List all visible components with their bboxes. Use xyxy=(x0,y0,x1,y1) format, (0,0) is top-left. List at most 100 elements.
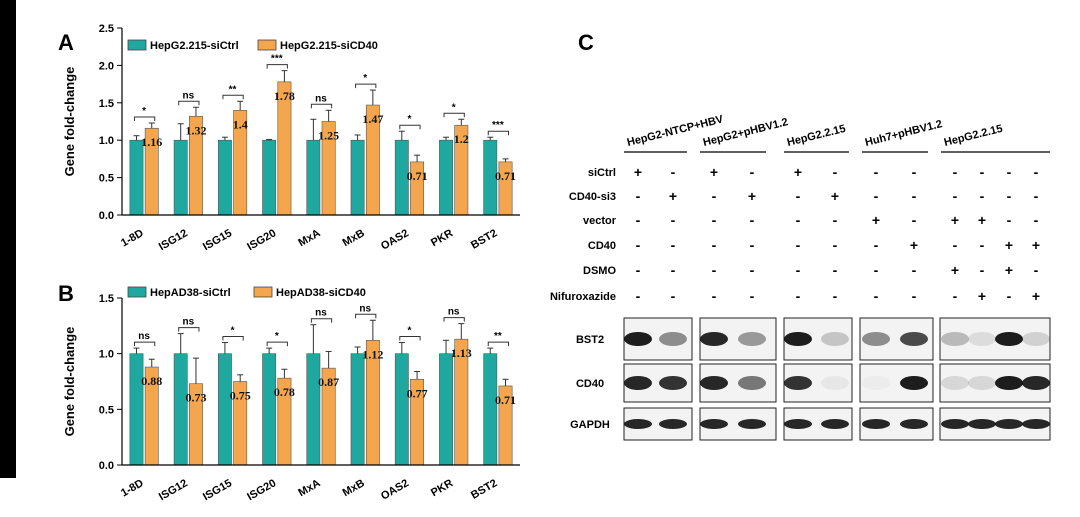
condition-sign: - xyxy=(750,262,755,278)
x-tick-label: 1-8D xyxy=(119,477,146,499)
condition-sign: - xyxy=(636,288,641,304)
bar-ctrl xyxy=(217,353,232,466)
data-label: 0.71 xyxy=(407,169,428,183)
condition-sign: - xyxy=(636,237,641,253)
condition-sign: - xyxy=(796,237,801,253)
condition-sign: - xyxy=(671,288,676,304)
condition-sign: - xyxy=(833,212,838,228)
bar-ctrl xyxy=(262,353,277,466)
bar-ctrl xyxy=(439,353,453,466)
condition-sign: - xyxy=(1034,262,1039,278)
blot-band xyxy=(659,332,687,346)
panel-label-c: C xyxy=(578,30,594,55)
significance-mark: ** xyxy=(494,331,502,342)
blot-band xyxy=(821,376,849,390)
significance-bracket xyxy=(222,336,244,341)
data-label: 1.25 xyxy=(318,129,339,143)
condition-sign: - xyxy=(912,188,917,204)
blot-band xyxy=(862,376,890,390)
y-axis-label: Gene fold-change xyxy=(62,67,77,177)
condition-sign: - xyxy=(671,237,676,253)
condition-sign: - xyxy=(712,188,717,204)
condition-sign: - xyxy=(636,262,641,278)
blot-band xyxy=(821,419,849,429)
blot-band xyxy=(995,376,1023,390)
x-tick-label: BST2 xyxy=(469,227,499,251)
significance-bracket xyxy=(355,83,377,89)
condition-label: CD40-si3 xyxy=(569,191,616,203)
y-axis-label: Gene fold-change xyxy=(62,327,77,437)
x-tick-label: PKR xyxy=(429,477,455,499)
condition-sign: - xyxy=(980,164,985,180)
legend-label-ctrl: HepAD38-siCtrl xyxy=(150,287,231,299)
x-tick-label: ISG12 xyxy=(157,227,190,253)
data-label: 1.32 xyxy=(185,123,206,137)
condition-sign: - xyxy=(833,288,838,304)
condition-sign: + xyxy=(978,212,986,228)
data-label: 0.77 xyxy=(407,386,428,400)
data-label: 1.47 xyxy=(362,112,383,126)
bar-ctrl xyxy=(483,353,498,466)
significance-mark: * xyxy=(452,102,456,113)
condition-sign: - xyxy=(636,188,641,204)
data-label: 1.13 xyxy=(451,346,472,360)
condition-sign: - xyxy=(912,212,917,228)
condition-sign: - xyxy=(912,262,917,278)
condition-sign: - xyxy=(874,262,879,278)
condition-sign: - xyxy=(953,188,958,204)
condition-sign: - xyxy=(712,212,717,228)
legend-swatch-treat xyxy=(257,39,277,51)
significance-bracket xyxy=(266,64,288,69)
chart-b: Gene fold-change 0.0 0.5 1.0 1.5 0.88 ns 1-8D 0.… xyxy=(62,293,520,503)
condition-sign: - xyxy=(796,262,801,278)
significance-bracket xyxy=(355,313,377,319)
y-tick-label: 0.5 xyxy=(99,404,114,416)
condition-label: siCtrl xyxy=(588,167,616,179)
condition-sign: - xyxy=(1007,164,1012,180)
condition-sign: - xyxy=(712,237,717,253)
data-label: 0.73 xyxy=(185,391,206,405)
significance-bracket xyxy=(487,130,510,136)
significance-mark: ns xyxy=(182,90,194,101)
blot-label: CD40 xyxy=(576,378,604,390)
blot-band xyxy=(1022,419,1050,429)
blot-band xyxy=(784,376,812,390)
condition-sign: - xyxy=(1007,212,1012,228)
blot-band xyxy=(968,419,996,429)
condition-label: DSMO xyxy=(583,265,616,277)
panel-label-b: B xyxy=(58,281,74,306)
blot-band xyxy=(659,376,687,390)
condition-sign: - xyxy=(953,237,958,253)
significance-bracket xyxy=(310,103,333,109)
x-tick-label: ISG12 xyxy=(157,477,190,503)
condition-sign: - xyxy=(980,188,985,204)
blot-band xyxy=(700,376,728,390)
blot-band xyxy=(941,376,969,390)
significance-mark: * xyxy=(363,73,367,84)
condition-sign: - xyxy=(833,237,838,253)
data-label: 1.12 xyxy=(362,347,383,361)
significance-bracket xyxy=(443,112,465,118)
significance-mark: ns xyxy=(448,307,460,318)
significance-mark: * xyxy=(407,326,411,337)
condition-sign: - xyxy=(874,188,879,204)
data-label: 0.78 xyxy=(274,385,295,399)
legend-b: HepAD38-siCtrl HepAD38-siCD40 xyxy=(127,286,366,299)
y-tick-label: 1.0 xyxy=(99,349,114,361)
y-tick-label: 1.5 xyxy=(99,98,114,110)
blot-frame xyxy=(783,317,853,361)
x-tick-label: MxA xyxy=(296,227,322,249)
condition-sign: + xyxy=(669,188,677,204)
x-tick-label: ISG20 xyxy=(245,477,278,503)
condition-sign: - xyxy=(912,288,917,304)
legend-swatch-treat xyxy=(253,286,273,298)
data-label: 1.78 xyxy=(274,89,295,103)
condition-sign: - xyxy=(912,164,917,180)
significance-mark: ** xyxy=(229,84,237,95)
bar-ctrl xyxy=(173,353,188,466)
bar-ctrl xyxy=(129,139,144,216)
condition-label: Nifuroxazide xyxy=(550,291,616,303)
x-tick-label: MxB xyxy=(341,477,367,499)
legend-a: HepG2.215-siCtrl HepG2.215-siCD40 xyxy=(127,39,378,52)
